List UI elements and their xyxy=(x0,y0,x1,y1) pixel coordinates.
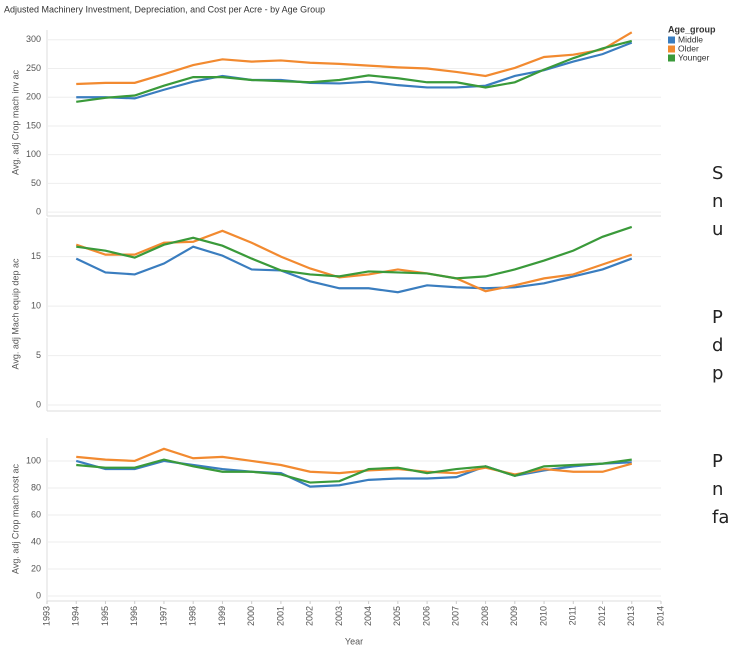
y-tick-label: 20 xyxy=(31,563,41,573)
x-tick-label: 2001 xyxy=(275,606,285,626)
series-line xyxy=(76,41,633,100)
x-tick-label: 1994 xyxy=(71,606,81,626)
side-text: fa xyxy=(712,507,729,528)
x-tick-label: 1996 xyxy=(129,606,139,626)
y-tick-label: 10 xyxy=(31,300,41,310)
y-tick-label: 150 xyxy=(26,120,41,130)
y-tick-label: 100 xyxy=(26,149,41,159)
x-tick-label: 2008 xyxy=(480,606,490,626)
x-axis-label: Year xyxy=(345,636,363,646)
series-line xyxy=(76,225,633,280)
side-text: S xyxy=(712,163,723,184)
side-text: P xyxy=(712,451,723,472)
side-text: n xyxy=(712,191,723,212)
y-tick-label: 40 xyxy=(31,536,41,546)
x-tick-label: 2007 xyxy=(451,606,461,626)
y-tick-label: 0 xyxy=(36,399,41,409)
legend-swatch xyxy=(668,45,675,53)
legend-label: Middle xyxy=(678,34,703,44)
series-line xyxy=(76,447,633,476)
x-tick-label: 2013 xyxy=(626,606,636,626)
y-tick-label: 250 xyxy=(26,63,41,73)
x-tick-label: 2010 xyxy=(538,606,548,626)
y-axis-label: Avg. adj Crop mach cost ac xyxy=(10,464,20,574)
x-tick-label: 1993 xyxy=(41,606,51,626)
y-tick-label: 0 xyxy=(36,590,41,600)
x-tick-label: 2000 xyxy=(246,606,256,626)
x-tick-label: 2005 xyxy=(392,606,402,626)
side-text: n xyxy=(712,479,723,500)
y-axis-label: Avg. adj Mach equip dep ac xyxy=(10,258,20,369)
x-tick-label: 2003 xyxy=(334,606,344,626)
x-tick-label: 2009 xyxy=(509,606,519,626)
x-tick-label: 2002 xyxy=(305,606,315,626)
y-tick-label: 50 xyxy=(31,178,41,188)
legend-swatch xyxy=(668,54,675,62)
side-text: p xyxy=(712,363,723,384)
y-axis-label: Avg. adj Crop mach inv ac xyxy=(10,70,20,175)
legend-title: Age_group xyxy=(668,24,716,34)
y-tick-label: 100 xyxy=(26,455,41,465)
y-tick-label: 5 xyxy=(36,350,41,360)
x-tick-label: 2014 xyxy=(655,606,665,626)
legend-label: Older xyxy=(678,43,699,53)
x-tick-label: 1995 xyxy=(100,606,110,626)
x-tick-label: 1997 xyxy=(158,606,168,626)
series-line xyxy=(75,459,632,488)
y-tick-label: 200 xyxy=(26,92,41,102)
x-tick-label: 2011 xyxy=(568,606,578,625)
x-tick-label: 2006 xyxy=(421,606,431,626)
y-tick-label: 80 xyxy=(31,482,41,492)
series-line xyxy=(76,31,633,86)
x-tick-label: 1999 xyxy=(217,606,227,626)
side-text: d xyxy=(712,335,723,356)
y-tick-label: 15 xyxy=(31,251,41,261)
chart-title: Adjusted Machinery Investment, Depreciat… xyxy=(4,4,325,14)
x-tick-label: 2004 xyxy=(363,606,373,626)
series-line xyxy=(76,458,632,484)
legend-label: Younger xyxy=(678,52,710,62)
legend-swatch xyxy=(668,36,675,44)
series-line xyxy=(76,39,633,103)
side-text: u xyxy=(712,219,723,240)
y-tick-label: 0 xyxy=(36,207,41,217)
series-line xyxy=(75,245,633,294)
y-tick-label: 60 xyxy=(31,509,41,519)
side-text: P xyxy=(712,307,723,328)
y-tick-label: 300 xyxy=(26,34,41,44)
x-tick-label: 1998 xyxy=(188,606,198,626)
x-tick-label: 2012 xyxy=(597,606,607,626)
